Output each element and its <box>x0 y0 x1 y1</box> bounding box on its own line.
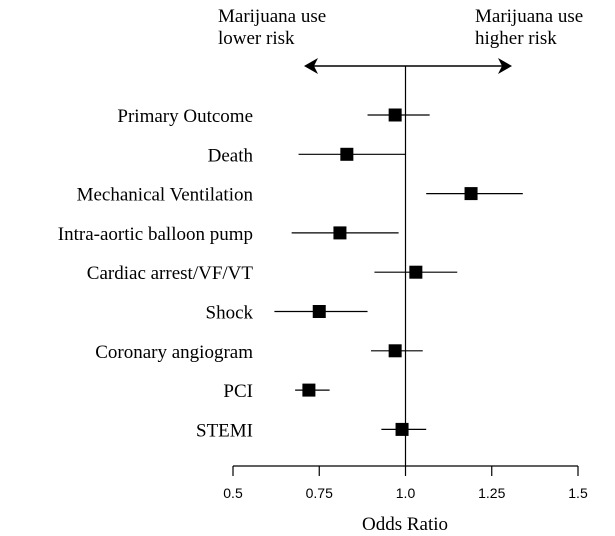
row-label: Cardiac arrest/VF/VT <box>87 263 254 284</box>
x-tick-label: 0.5 <box>223 485 243 501</box>
x-axis-ticks: 0.5 0.75 1.0 1.25 1.5 <box>223 466 588 501</box>
odds-ratio-marker <box>464 187 478 201</box>
x-tick-label: 1.5 <box>568 485 588 501</box>
row-label: Intra-aortic balloon pump <box>58 224 253 245</box>
risk-arrow-right-head <box>498 58 512 74</box>
odds-ratio-marker <box>388 344 402 358</box>
row-label: Coronary angiogram <box>95 342 253 363</box>
x-tick-label: 0.75 <box>306 485 333 501</box>
odds-ratio-marker <box>388 108 402 122</box>
row-label: PCI <box>223 381 253 402</box>
row-label: Primary Outcome <box>117 106 253 127</box>
odds-ratio-marker <box>340 147 354 161</box>
odds-ratio-marker <box>333 226 347 240</box>
row-label: Death <box>208 145 254 166</box>
annotation-right-line1: Marijuana use <box>475 6 583 27</box>
row-label: Shock <box>206 303 254 324</box>
annotation-left-line2: lower risk <box>218 28 295 49</box>
forest-rows: Primary Outcome Death Mechanical Ventilati… <box>58 106 523 441</box>
x-tick-label: 1.0 <box>396 485 416 501</box>
odds-ratio-marker <box>395 422 409 436</box>
risk-arrow-left-head <box>304 58 318 74</box>
annotation-left-line1: Marijuana use <box>218 6 326 27</box>
row-label: STEMI <box>196 420 253 441</box>
x-axis-title: Odds Ratio <box>362 514 448 535</box>
row-label: Mechanical Ventilation <box>77 185 254 206</box>
odds-ratio-marker <box>409 265 423 279</box>
x-tick-label: 1.25 <box>478 485 505 501</box>
annotation-right-line2: higher risk <box>475 28 557 49</box>
odds-ratio-marker <box>302 383 316 397</box>
odds-ratio-marker <box>312 305 326 318</box>
